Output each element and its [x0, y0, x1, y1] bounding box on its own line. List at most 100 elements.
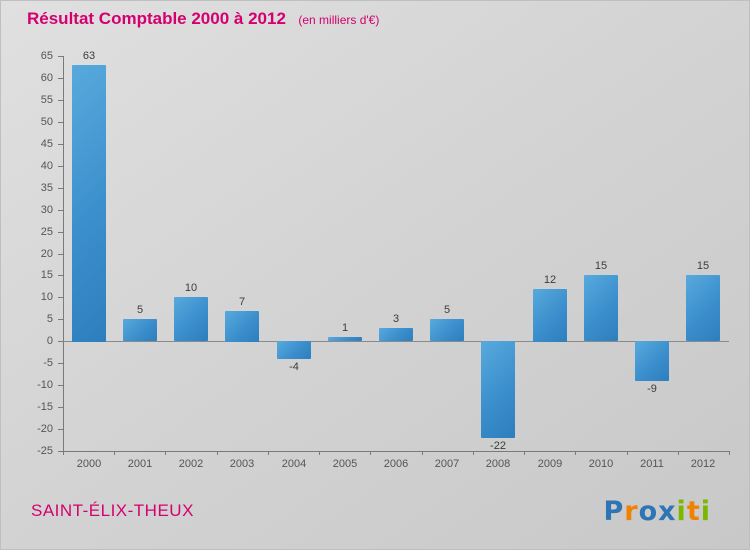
bar-2007	[430, 319, 464, 341]
y-tick-label: 5	[46, 313, 53, 325]
logo-letter-3: x	[658, 496, 677, 527]
x-category-2010: 2010	[588, 458, 614, 470]
bar-value-2006: 3	[392, 313, 400, 325]
x-category-2009: 2009	[537, 458, 563, 470]
bar-2011	[635, 341, 669, 381]
bar-2005	[328, 337, 362, 341]
y-tick-mark	[58, 232, 63, 233]
x-tick-mark	[729, 451, 730, 455]
x-category-2012: 2012	[690, 458, 716, 470]
y-tick-label: 0	[46, 335, 53, 347]
bar-value-2002: 10	[184, 282, 198, 294]
bar-2001	[123, 319, 157, 341]
y-tick-label: 25	[40, 226, 53, 238]
y-tick-label: 15	[40, 269, 53, 281]
bar-value-2004: -4	[289, 361, 299, 373]
bar-2008	[481, 341, 515, 438]
y-tick-mark	[58, 341, 63, 342]
logo-letter-5: t	[686, 496, 701, 527]
zero-line	[63, 341, 729, 342]
bar-value-2009: 12	[543, 274, 557, 286]
y-tick-mark	[58, 407, 63, 408]
x-tick-mark	[678, 451, 679, 455]
y-tick-label: 60	[40, 72, 53, 84]
y-tick-label: 45	[40, 138, 53, 150]
logo-letter-1: r	[624, 496, 639, 527]
x-tick-mark	[627, 451, 628, 455]
x-category-2006: 2006	[383, 458, 409, 470]
y-tick-label: 40	[40, 160, 53, 172]
x-tick-mark	[370, 451, 371, 455]
x-tick-mark	[165, 451, 166, 455]
bar-2002	[174, 297, 208, 341]
x-category-2003: 2003	[229, 458, 255, 470]
bar-value-2007: 5	[443, 304, 451, 316]
y-tick-label: 65	[40, 50, 53, 62]
bar-value-2010: 15	[594, 260, 608, 272]
y-tick-mark	[58, 297, 63, 298]
logo-letter-0: P	[603, 496, 625, 527]
bar-value-2011: -9	[647, 383, 657, 395]
y-tick-mark	[58, 100, 63, 101]
chart-subtitle: (en milliers d'€)	[298, 13, 380, 27]
y-tick-mark	[58, 122, 63, 123]
logo-letter-6: i	[700, 496, 711, 527]
x-tick-mark	[217, 451, 218, 455]
logo-letter-2: o	[638, 496, 659, 527]
y-tick-mark	[58, 144, 63, 145]
y-tick-mark	[58, 254, 63, 255]
x-tick-mark	[114, 451, 115, 455]
bar-2010	[584, 275, 618, 341]
x-category-2008: 2008	[485, 458, 511, 470]
y-tick-label: -25	[37, 445, 53, 457]
y-axis-line	[63, 56, 64, 451]
bar-value-2005: 1	[341, 322, 349, 334]
chart-title: Résultat Comptable 2000 à 2012	[27, 9, 286, 28]
y-tick-mark	[58, 56, 63, 57]
y-tick-label: 50	[40, 116, 53, 128]
y-tick-label: -10	[37, 379, 53, 391]
x-tick-mark	[63, 451, 64, 455]
x-tick-mark	[575, 451, 576, 455]
y-tick-mark	[58, 166, 63, 167]
logo-letter-4: i	[676, 496, 687, 527]
x-tick-mark	[473, 451, 474, 455]
x-category-2002: 2002	[178, 458, 204, 470]
x-category-2007: 2007	[434, 458, 460, 470]
y-tick-label: -20	[37, 423, 53, 435]
bar-value-2001: 5	[136, 304, 144, 316]
y-tick-label: 10	[40, 291, 53, 303]
x-axis-line	[63, 451, 729, 452]
footer-org-name: SAINT-ÉLIX-THEUX	[31, 501, 194, 520]
y-tick-mark	[58, 319, 63, 320]
y-tick-label: 35	[40, 182, 53, 194]
bar-value-2000: 63	[82, 50, 96, 62]
proxiti-logo: Proxiti	[603, 496, 711, 527]
y-tick-mark	[58, 363, 63, 364]
bar-value-2003: 7	[238, 296, 246, 308]
x-category-2004: 2004	[281, 458, 307, 470]
bar-value-2012: 15	[696, 260, 710, 272]
y-tick-label: -15	[37, 401, 53, 413]
bar-2003	[225, 311, 259, 342]
x-tick-mark	[524, 451, 525, 455]
y-tick-mark	[58, 385, 63, 386]
y-tick-label: -5	[43, 357, 53, 369]
bar-2006	[379, 328, 413, 341]
y-tick-mark	[58, 451, 63, 452]
y-tick-label: 20	[40, 248, 53, 260]
x-tick-mark	[319, 451, 320, 455]
y-tick-label: 55	[40, 94, 53, 106]
title-row: Résultat Comptable 2000 à 2012 (en milli…	[27, 9, 379, 29]
bar-value-2008: -22	[490, 440, 506, 452]
x-tick-mark	[268, 451, 269, 455]
y-tick-mark	[58, 188, 63, 189]
bar-2009	[533, 289, 567, 342]
x-category-2011: 2011	[640, 458, 664, 470]
x-tick-mark	[422, 451, 423, 455]
y-tick-mark	[58, 78, 63, 79]
bar-2000	[72, 65, 106, 342]
x-category-2001: 2001	[127, 458, 153, 470]
